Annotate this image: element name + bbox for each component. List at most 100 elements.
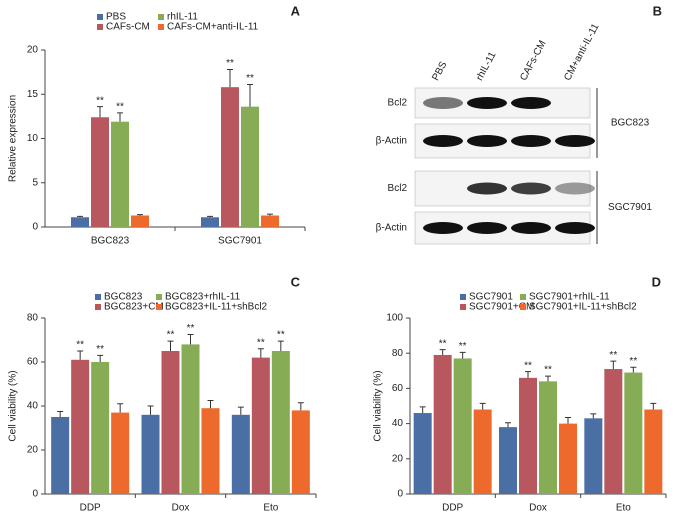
error-bar bbox=[610, 360, 617, 370]
significance-label: ** bbox=[277, 330, 285, 341]
y-tick-label: 60 bbox=[27, 357, 39, 368]
x-tick-label: Eto bbox=[263, 503, 278, 514]
error-bar bbox=[57, 411, 64, 417]
significance-label: ** bbox=[609, 350, 617, 361]
error-bar bbox=[137, 214, 143, 216]
legend-label: BGC823+IL-11+shBcl2 bbox=[165, 302, 268, 313]
error-bar bbox=[257, 348, 264, 358]
bar bbox=[251, 357, 270, 494]
error-bar bbox=[505, 422, 511, 428]
legend-label: SGC7901+CM bbox=[469, 302, 534, 313]
y-tick-label: 80 bbox=[27, 313, 39, 324]
error-bar bbox=[525, 371, 531, 378]
significance-label: ** bbox=[524, 360, 532, 371]
significance-label: ** bbox=[459, 341, 467, 352]
x-tick-label: SGC7901 bbox=[218, 236, 262, 247]
bar bbox=[539, 381, 557, 494]
error-bar bbox=[97, 354, 104, 362]
row-label: β-Actin bbox=[376, 136, 407, 147]
blot-band bbox=[511, 97, 551, 109]
error-bar bbox=[187, 334, 194, 345]
y-tick-label: 40 bbox=[392, 418, 404, 429]
panel-letter: D bbox=[652, 274, 661, 289]
blot-band bbox=[511, 222, 551, 234]
legend-swatch bbox=[520, 304, 526, 310]
x-tick-label: DDP bbox=[442, 503, 463, 514]
bar bbox=[271, 351, 290, 494]
error-bar bbox=[227, 68, 233, 88]
bar bbox=[71, 217, 89, 227]
bar bbox=[91, 117, 109, 227]
significance-label: ** bbox=[246, 73, 254, 84]
x-tick-label: Dox bbox=[529, 503, 547, 514]
legend-label: PBS bbox=[106, 12, 126, 23]
bar bbox=[111, 121, 129, 227]
y-tick-label: 0 bbox=[32, 222, 38, 233]
y-axis-title: Cell viability (%) bbox=[373, 370, 384, 441]
bar bbox=[473, 409, 492, 494]
legend-label: SGC7901+rhIL-11 bbox=[529, 292, 610, 303]
legend-swatch bbox=[460, 294, 466, 300]
bar bbox=[91, 362, 110, 494]
bar bbox=[291, 410, 310, 494]
y-tick-label: 5 bbox=[32, 177, 38, 188]
error-bar bbox=[167, 340, 174, 351]
bar bbox=[559, 423, 577, 494]
lane-label: CAFs-CM bbox=[518, 39, 548, 83]
bar bbox=[241, 106, 259, 227]
error-bar bbox=[207, 215, 213, 218]
error-bar bbox=[630, 366, 637, 373]
bar bbox=[51, 417, 70, 494]
y-tick-label: 60 bbox=[392, 383, 404, 394]
blot-band bbox=[511, 135, 551, 147]
legend-swatch bbox=[97, 14, 103, 20]
group-label: SGC7901 bbox=[608, 202, 652, 213]
row-label: Bcl2 bbox=[388, 98, 408, 109]
significance-label: ** bbox=[167, 330, 175, 341]
bar bbox=[161, 351, 180, 494]
panel-letter: C bbox=[291, 274, 301, 289]
bar bbox=[231, 414, 250, 494]
significance-label: ** bbox=[629, 356, 637, 367]
y-axis-title: Relative expression bbox=[8, 95, 19, 182]
significance-label: ** bbox=[187, 323, 195, 334]
error-bar bbox=[97, 106, 103, 118]
legend-label: BGC823+rhIL-11 bbox=[165, 292, 241, 303]
group-label: BGC823 bbox=[611, 118, 650, 129]
bar bbox=[71, 359, 90, 494]
bar bbox=[499, 427, 517, 494]
error-bar bbox=[545, 375, 551, 382]
significance-label: ** bbox=[96, 344, 104, 355]
blot-band bbox=[423, 135, 463, 147]
legend-label: CAFs-CM bbox=[106, 22, 150, 33]
legend-label: BGC823+CM bbox=[104, 302, 164, 313]
legend-label: SGC7901+IL-11+shBcl2 bbox=[529, 302, 637, 313]
bar bbox=[261, 215, 279, 227]
legend-label: rhIL-11 bbox=[167, 12, 198, 23]
bar bbox=[141, 414, 160, 494]
legend-swatch bbox=[158, 24, 164, 30]
blot-band bbox=[423, 222, 463, 234]
legend-swatch bbox=[97, 24, 103, 30]
bar bbox=[519, 377, 537, 494]
significance-label: ** bbox=[257, 337, 265, 348]
y-tick-label: 20 bbox=[27, 445, 39, 456]
bar bbox=[131, 215, 149, 227]
bar bbox=[221, 87, 239, 227]
x-tick-label: DDP bbox=[80, 503, 101, 514]
blot-band bbox=[555, 182, 595, 195]
error-bar bbox=[147, 405, 154, 415]
error-bar bbox=[277, 340, 284, 351]
bar bbox=[453, 358, 472, 494]
error-bar bbox=[459, 351, 466, 359]
y-tick-label: 15 bbox=[27, 89, 39, 100]
legend-swatch bbox=[520, 294, 526, 300]
legend-swatch bbox=[158, 14, 164, 20]
error-bar bbox=[237, 406, 244, 415]
bar bbox=[604, 369, 623, 494]
bar bbox=[433, 354, 452, 494]
error-bar bbox=[117, 112, 123, 122]
blot-band bbox=[423, 97, 463, 109]
error-bar bbox=[439, 349, 446, 355]
